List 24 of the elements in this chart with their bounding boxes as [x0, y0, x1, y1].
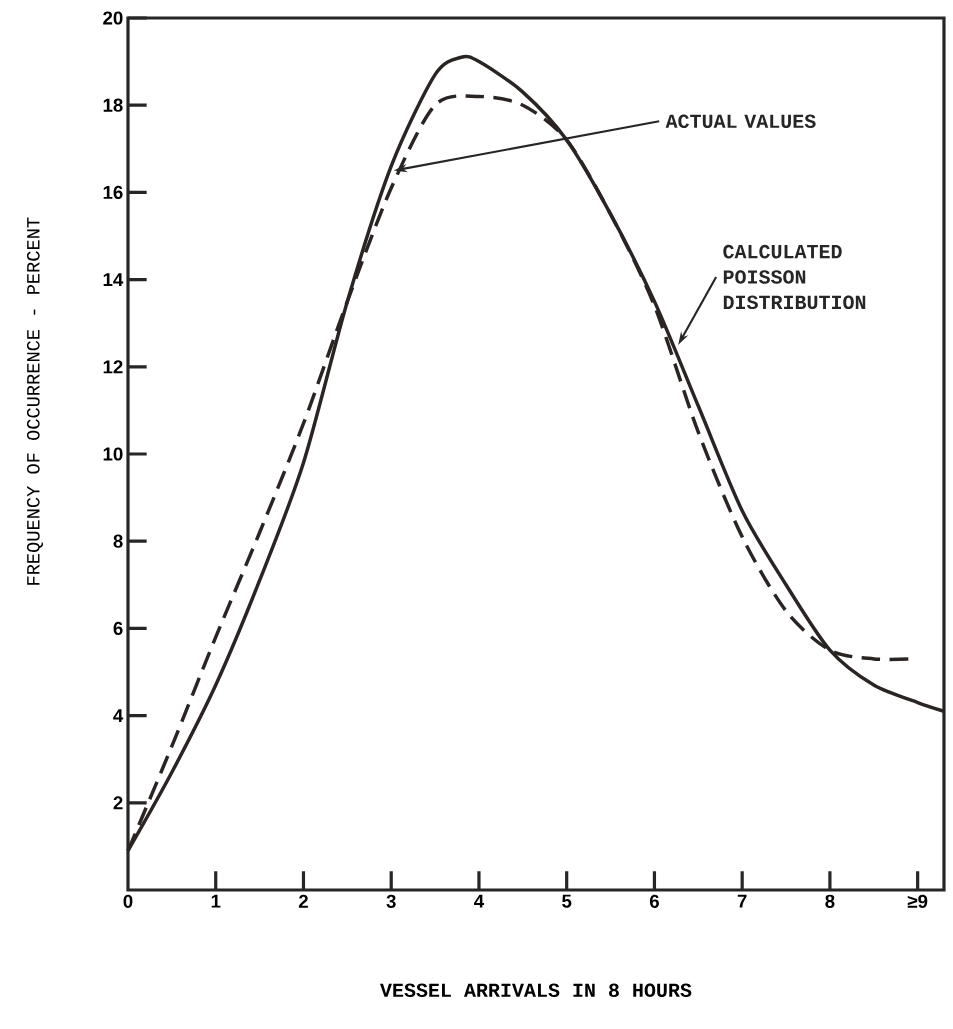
- x-tick-label: 6: [649, 894, 659, 908]
- x-tick-label: 0: [123, 894, 133, 908]
- x-tick-label: ≥9: [907, 894, 928, 908]
- x-tick-label: 2: [298, 894, 308, 908]
- y-tick-label: 12: [103, 360, 123, 374]
- y-tick-label: 20: [103, 11, 123, 25]
- x-tick-label: 1: [211, 894, 221, 908]
- y-tick-label: 8: [113, 534, 123, 548]
- y-tick-label: 14: [103, 273, 124, 287]
- y-tick-label: 16: [103, 185, 123, 200]
- y-tick-label: 18: [103, 98, 123, 112]
- x-tick-label: 7: [737, 894, 747, 908]
- x-tick-label: 3: [386, 894, 396, 908]
- annotation: ACTUAL VALUES: [665, 114, 816, 129]
- annotation: CALCULATED POISSON DISTRIBUTION: [723, 244, 866, 310]
- x-tick-label: 8: [825, 894, 835, 908]
- y-tick-label: 6: [113, 621, 123, 636]
- y-tick-label: 4: [113, 709, 124, 723]
- y-tick-label: 10: [103, 447, 123, 461]
- y-axis-title: FREQUENCY OF OCCURRENCE - PERCENT: [26, 217, 43, 585]
- x-tick-label: 4: [474, 894, 485, 908]
- y-tick-label: 2: [113, 796, 123, 810]
- x-axis-title: VESSEL ARRIVALS IN 8 HOURS: [379, 983, 692, 998]
- x-tick-label: 5: [562, 894, 572, 908]
